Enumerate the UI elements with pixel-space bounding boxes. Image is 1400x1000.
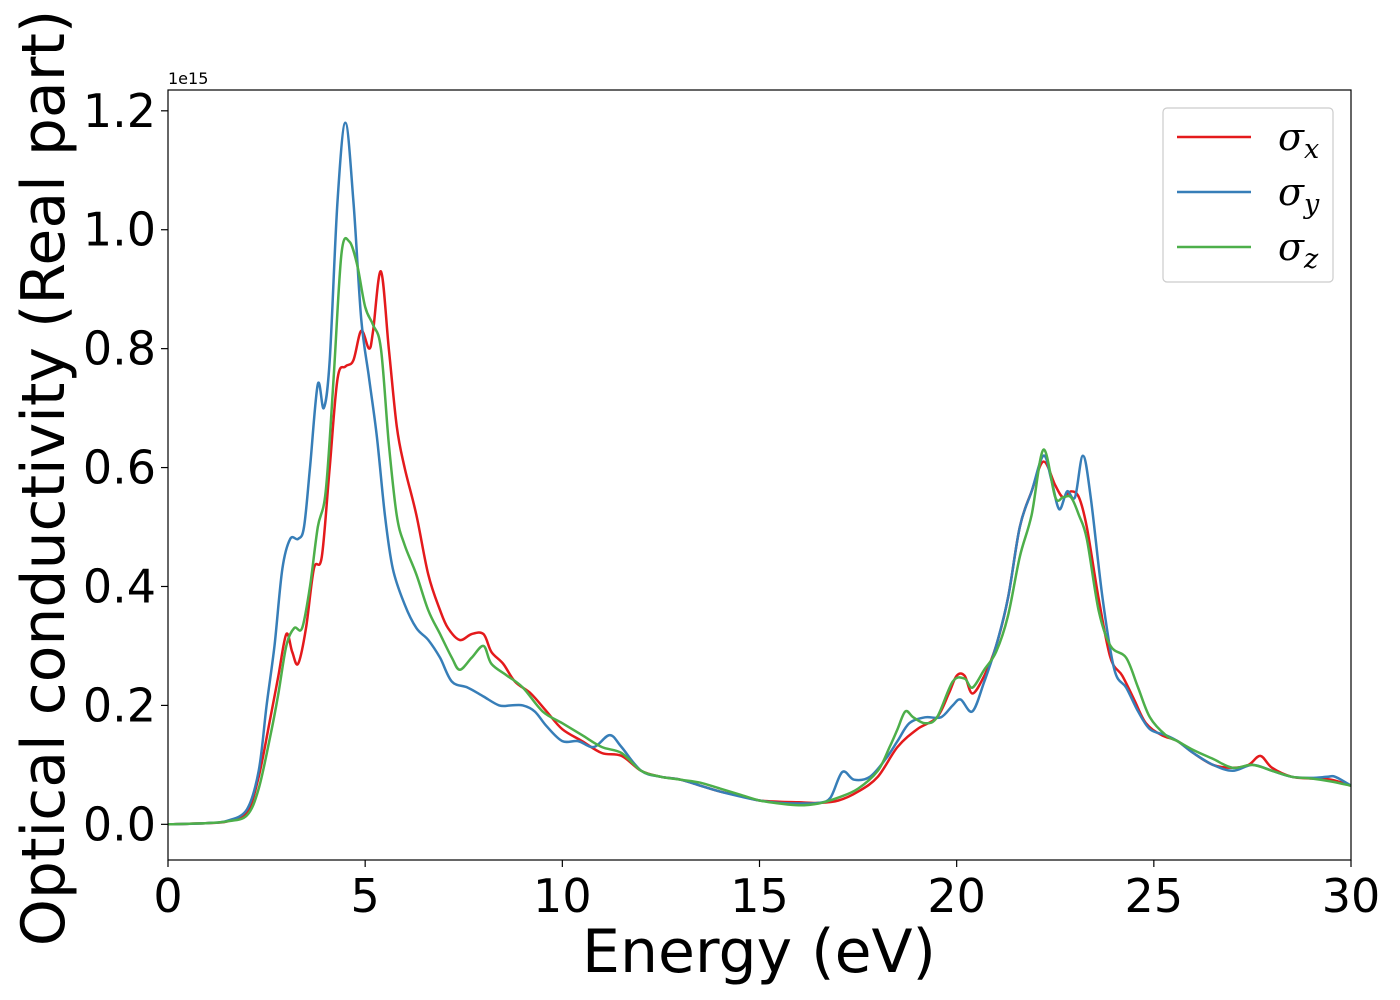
series-line-z [168, 236, 1351, 826]
y-axis-label: Optical conductivity (Real part) [9, 10, 79, 947]
y-tick-label: 0.8 [83, 322, 156, 376]
y-tick-label: 0.0 [83, 797, 156, 851]
y-tick-label: 0.6 [83, 441, 156, 495]
x-tick-label: 25 [1125, 869, 1184, 923]
y-offset-label: 1e15 [168, 69, 208, 88]
x-tick-label: 0 [153, 869, 182, 923]
x-axis-ticks: 0 5 10 15 20 25 30 [153, 860, 1380, 923]
x-tick-label: 15 [730, 869, 789, 923]
x-axis-label: Energy (eV) [582, 917, 936, 987]
y-tick-label: 1.0 [83, 203, 156, 257]
x-tick-label: 30 [1322, 869, 1381, 923]
y-tick-label: 0.2 [83, 678, 156, 732]
series-layer [168, 121, 1351, 826]
y-tick-label: 0.4 [83, 559, 156, 613]
x-tick-label: 5 [351, 869, 380, 923]
x-tick-label: 20 [927, 869, 986, 923]
y-tick-label: 1.2 [83, 84, 156, 138]
legend-box [1162, 107, 1334, 283]
series-line-y [168, 121, 1351, 826]
y-axis-ticks: 0.0 0.2 0.4 0.6 0.8 1.0 1.2 [83, 84, 168, 851]
x-tick-label: 10 [533, 869, 592, 923]
